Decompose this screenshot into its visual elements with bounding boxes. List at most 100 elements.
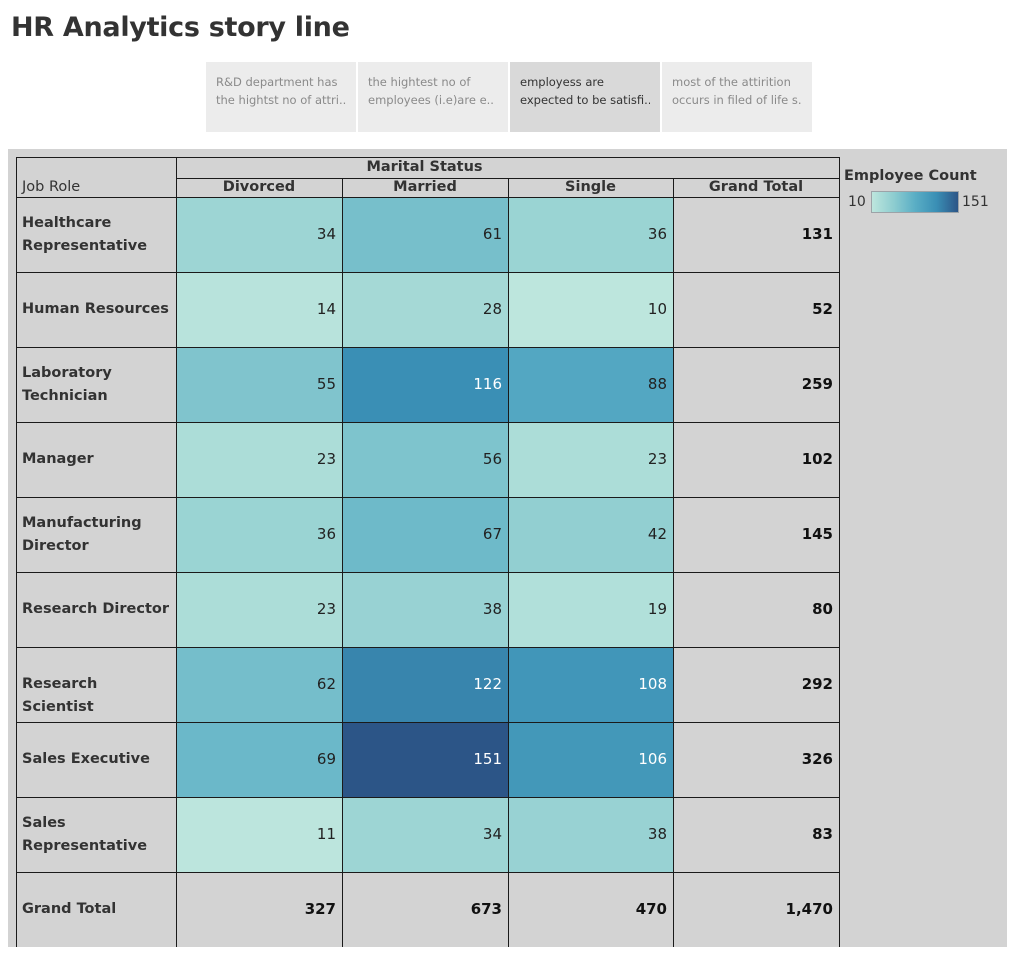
heatmap-cell[interactable]: 23 xyxy=(176,422,342,497)
column-grand-total[interactable]: 470 xyxy=(635,900,667,918)
row-grand-total[interactable]: 326 xyxy=(801,750,833,768)
legend-max-label: 151 xyxy=(962,194,989,210)
heatmap-cell[interactable]: 151 xyxy=(342,722,508,797)
row-grand-total[interactable]: 102 xyxy=(801,450,833,468)
row-header-label: Job Role xyxy=(22,179,81,195)
row-label-line: Technician xyxy=(22,387,108,404)
story-point-2-line-1: the hightest no of xyxy=(368,75,471,89)
row-label-line: Healthcare xyxy=(22,214,112,231)
column-header-divorced[interactable]: Divorced xyxy=(222,179,296,195)
heatmap-cell[interactable]: 116 xyxy=(342,347,508,422)
heatmap-cell[interactable]: 36 xyxy=(176,497,342,572)
column-header-single[interactable]: Single xyxy=(565,179,616,195)
heatmap-cell[interactable]: 38 xyxy=(508,797,673,872)
heatmap-cell[interactable]: 56 xyxy=(342,422,508,497)
column-divider xyxy=(342,178,343,947)
row-divider xyxy=(16,797,839,798)
heatmap-cell[interactable]: 67 xyxy=(342,497,508,572)
row-label-line: Sales Executive xyxy=(22,751,150,767)
legend-title: Employee Count xyxy=(844,168,977,184)
heatmap-cell[interactable]: 106 xyxy=(508,722,673,797)
row-grand-total[interactable]: 83 xyxy=(812,825,833,843)
row-divider xyxy=(16,872,839,873)
row-label-line: Representative xyxy=(22,837,148,854)
row-label: Research Scientist xyxy=(22,673,172,719)
row-label: Manufacturing Director xyxy=(22,512,172,558)
column-divider xyxy=(508,178,509,947)
row-grand-total[interactable]: 80 xyxy=(812,600,833,618)
overall-grand-total[interactable]: 1,470 xyxy=(785,900,833,918)
story-point-4-line-1: most of the attirition xyxy=(672,75,791,89)
column-grand-total[interactable]: 327 xyxy=(304,900,336,918)
heatmap-cell[interactable]: 23 xyxy=(176,572,342,647)
heatmap-cell[interactable]: 36 xyxy=(508,197,673,272)
story-point-1-line-1: R&D department has xyxy=(216,75,338,89)
grand-total-row-label: Grand Total xyxy=(22,901,117,917)
heatmap-cell[interactable]: 28 xyxy=(342,272,508,347)
row-label: Laboratory Technician xyxy=(22,362,172,408)
story-point-2-line-2: employees (i.e)are e.. xyxy=(368,93,494,107)
column-header-grand-total[interactable]: Grand Total xyxy=(708,179,804,195)
header-divider xyxy=(176,178,839,179)
color-legend-bar xyxy=(871,191,959,213)
heatmap-cell[interactable]: 34 xyxy=(176,197,342,272)
row-grand-total[interactable]: 259 xyxy=(801,375,833,393)
table-left-border xyxy=(16,157,17,947)
row-label-line: Representative xyxy=(22,237,148,254)
row-grand-total[interactable]: 145 xyxy=(801,525,833,543)
column-grand-total[interactable]: 673 xyxy=(470,900,502,918)
row-label-line: Laboratory xyxy=(22,364,112,381)
row-label-line: Human Resources xyxy=(22,301,169,317)
column-divider xyxy=(673,178,674,947)
legend-min-label: 10 xyxy=(848,194,866,210)
row-grand-total[interactable]: 52 xyxy=(812,300,833,318)
row-label: Healthcare Representative xyxy=(22,212,172,258)
heatmap-cell[interactable]: 14 xyxy=(176,272,342,347)
heatmap-cell[interactable]: 34 xyxy=(342,797,508,872)
heatmap-cell[interactable]: 69 xyxy=(176,722,342,797)
story-point-3-line-1: employess are xyxy=(520,75,604,89)
row-label-line: Research Director xyxy=(22,601,169,617)
row-label-line: Sales xyxy=(22,814,66,831)
row-label-line: Manager xyxy=(22,451,94,467)
row-label: Sales Representative xyxy=(22,812,172,858)
column-group-header: Marital Status xyxy=(366,159,483,175)
row-label: Manager xyxy=(22,448,172,471)
heatmap-cell[interactable]: 122 xyxy=(342,647,508,722)
heatmap-cell[interactable]: 62 xyxy=(176,647,342,722)
row-label: Sales Executive xyxy=(22,748,172,771)
table-right-border xyxy=(839,157,840,947)
dashboard-title: HR Analytics story line xyxy=(11,12,350,43)
story-point-2[interactable]: the hightest no of employees (i.e)are e.… xyxy=(358,62,508,132)
column-header-married[interactable]: Married xyxy=(393,179,457,195)
row-label: Human Resources xyxy=(22,298,172,321)
heatmap-cell[interactable]: 88 xyxy=(508,347,673,422)
column-divider xyxy=(176,157,177,947)
row-grand-total[interactable]: 131 xyxy=(801,225,833,243)
heatmap-cell[interactable]: 10 xyxy=(508,272,673,347)
row-divider xyxy=(16,497,839,498)
table-top-border xyxy=(16,157,839,158)
row-divider xyxy=(16,572,839,573)
row-grand-total[interactable]: 292 xyxy=(801,675,833,693)
story-point-4[interactable]: most of the attirition occurs in filed o… xyxy=(662,62,812,132)
row-divider xyxy=(16,647,839,648)
row-label-line: Director xyxy=(22,537,89,554)
heatmap-cell[interactable]: 108 xyxy=(508,647,673,722)
heatmap-cell[interactable]: 38 xyxy=(342,572,508,647)
story-point-3-line-2: expected to be satisfi.. xyxy=(520,93,650,107)
heatmap-cell[interactable]: 61 xyxy=(342,197,508,272)
story-point-3[interactable]: employess are expected to be satisfi.. xyxy=(510,62,660,132)
row-label-line: Manufacturing xyxy=(22,514,142,531)
heatmap-cell[interactable]: 55 xyxy=(176,347,342,422)
story-point-1-line-2: the hightst no of attri.. xyxy=(216,93,346,107)
story-point-4-line-2: occurs in filed of life s.. xyxy=(672,93,802,107)
row-divider xyxy=(16,422,839,423)
heatmap-cell[interactable]: 19 xyxy=(508,572,673,647)
heatmap-cell[interactable]: 23 xyxy=(508,422,673,497)
row-label-line: Research Scientist xyxy=(22,676,98,715)
heatmap-cell[interactable]: 42 xyxy=(508,497,673,572)
heatmap-cell[interactable]: 11 xyxy=(176,797,342,872)
row-divider xyxy=(16,272,839,273)
story-point-1[interactable]: R&D department has the hightst no of att… xyxy=(206,62,356,132)
